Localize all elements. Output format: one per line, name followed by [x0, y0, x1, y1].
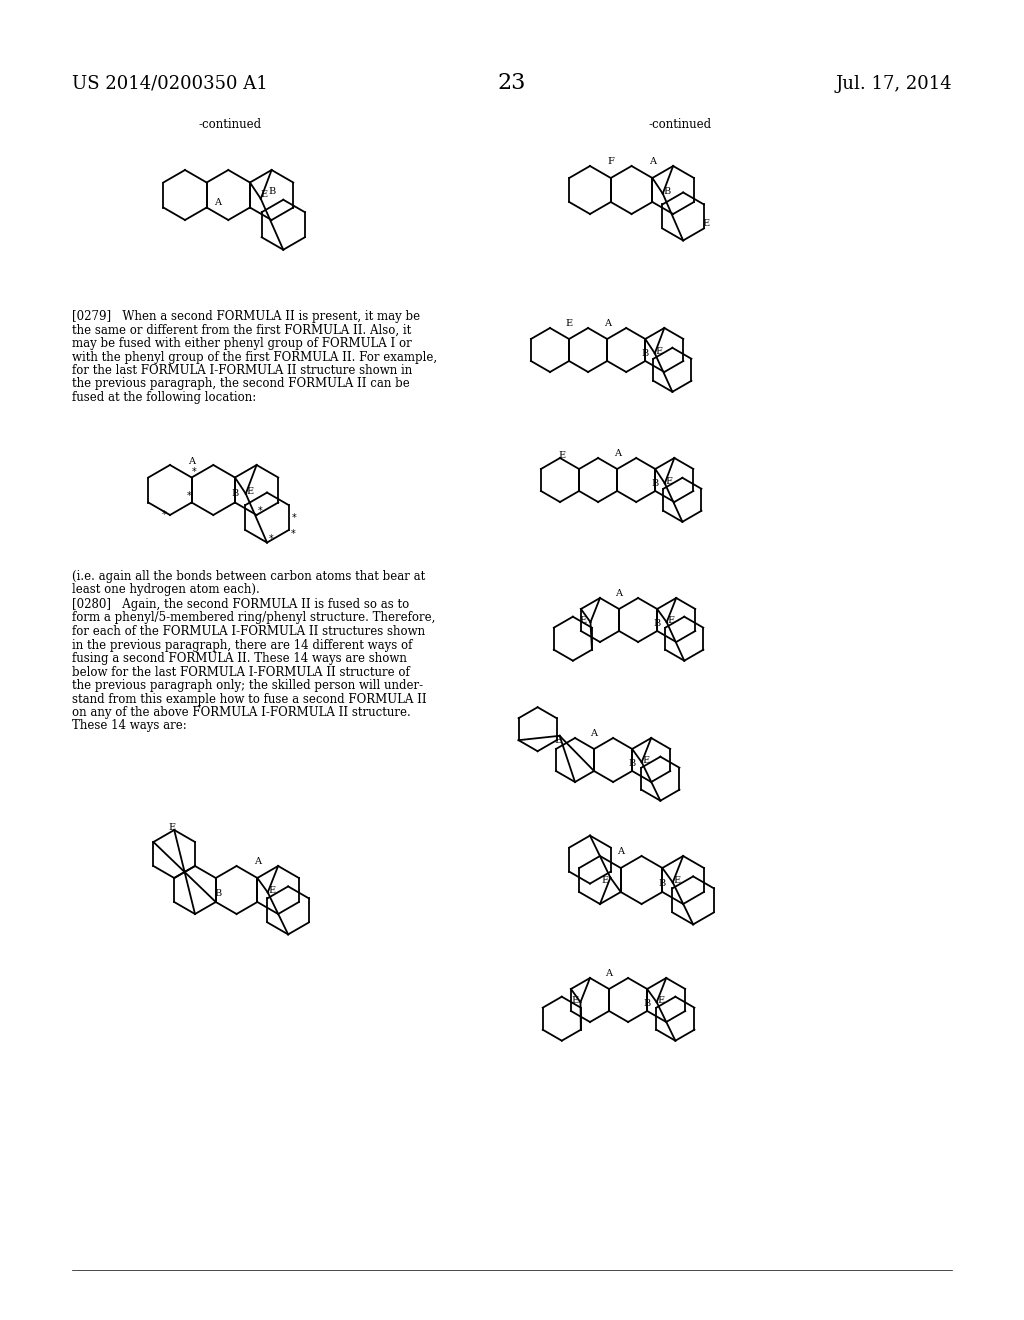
- Text: Jul. 17, 2014: Jul. 17, 2014: [836, 75, 952, 92]
- Text: *: *: [268, 533, 273, 544]
- Text: on any of the above FORMULA I-FORMULA II structure.: on any of the above FORMULA I-FORMULA II…: [72, 706, 411, 719]
- Text: least one hydrogen atom each).: least one hydrogen atom each).: [72, 583, 260, 597]
- Text: E: E: [558, 450, 565, 459]
- Text: -continued: -continued: [648, 117, 712, 131]
- Text: E: E: [673, 876, 680, 884]
- Text: B: B: [268, 186, 275, 195]
- Text: A: A: [613, 450, 621, 458]
- Text: for each of the FORMULA I-FORMULA II structures shown: for each of the FORMULA I-FORMULA II str…: [72, 624, 425, 638]
- Text: may be fused with either phenyl group of FORMULA I or: may be fused with either phenyl group of…: [72, 337, 412, 350]
- Text: E: E: [260, 190, 267, 199]
- Text: *: *: [162, 510, 166, 520]
- Text: the previous paragraph only; the skilled person will under-: the previous paragraph only; the skilled…: [72, 678, 423, 692]
- Text: B: B: [642, 350, 649, 359]
- Text: A: A: [649, 157, 655, 165]
- Text: -continued: -continued: [199, 117, 261, 131]
- Text: B: B: [653, 619, 660, 628]
- Text: B: B: [214, 890, 221, 899]
- Text: A: A: [617, 847, 625, 857]
- Text: B: B: [658, 879, 666, 888]
- Text: F: F: [607, 157, 614, 165]
- Text: B: B: [231, 488, 239, 498]
- Text: A: A: [254, 858, 261, 866]
- Text: US 2014/0200350 A1: US 2014/0200350 A1: [72, 75, 267, 92]
- Text: A: A: [615, 590, 623, 598]
- Text: stand from this example how to fuse a second FORMULA II: stand from this example how to fuse a se…: [72, 693, 427, 705]
- Text: B: B: [629, 759, 636, 768]
- Text: *: *: [186, 491, 191, 502]
- Text: These 14 ways are:: These 14 ways are:: [72, 719, 186, 733]
- Text: E: E: [655, 347, 663, 356]
- Text: E: E: [571, 995, 578, 1005]
- Text: E: E: [667, 615, 674, 624]
- Text: E: E: [565, 319, 572, 329]
- Text: (i.e. again all the bonds between carbon atoms that bear at: (i.e. again all the bonds between carbon…: [72, 570, 425, 583]
- Text: fusing a second FORMULA II. These 14 ways are shown: fusing a second FORMULA II. These 14 way…: [72, 652, 407, 665]
- Text: E: E: [169, 822, 176, 832]
- Text: A: A: [591, 730, 598, 738]
- Text: A: A: [605, 969, 612, 978]
- Text: [0279]   When a second FORMULA II is present, it may be: [0279] When a second FORMULA II is prese…: [72, 310, 420, 323]
- Text: E: E: [666, 477, 673, 486]
- Text: B: B: [643, 999, 651, 1008]
- Text: *: *: [191, 466, 196, 477]
- Text: B: B: [664, 187, 671, 197]
- Text: below for the last FORMULA I-FORMULA II structure of: below for the last FORMULA I-FORMULA II …: [72, 665, 410, 678]
- Text: A: A: [214, 198, 221, 207]
- Text: E: E: [554, 737, 561, 746]
- Text: E: E: [246, 487, 253, 496]
- Text: *: *: [292, 512, 296, 523]
- Text: E: E: [579, 615, 586, 624]
- Text: form a phenyl/5-membered ring/phenyl structure. Therefore,: form a phenyl/5-membered ring/phenyl str…: [72, 611, 435, 624]
- Text: [0280]   Again, the second FORMULA II is fused so as to: [0280] Again, the second FORMULA II is f…: [72, 598, 410, 611]
- Text: fused at the following location:: fused at the following location:: [72, 391, 256, 404]
- Text: *: *: [290, 529, 295, 539]
- Text: in the previous paragraph, there are 14 different ways of: in the previous paragraph, there are 14 …: [72, 639, 413, 652]
- Text: B: B: [651, 479, 658, 488]
- Text: *: *: [258, 506, 263, 516]
- Text: E: E: [268, 886, 275, 895]
- Text: E: E: [602, 876, 609, 886]
- Text: A: A: [604, 319, 610, 329]
- Text: for the last FORMULA I-FORMULA II structure shown in: for the last FORMULA I-FORMULA II struct…: [72, 364, 413, 378]
- Text: A: A: [188, 457, 196, 466]
- Text: the previous paragraph, the second FORMULA II can be: the previous paragraph, the second FORMU…: [72, 378, 410, 391]
- Text: with the phenyl group of the first FORMULA II. For example,: with the phenyl group of the first FORMU…: [72, 351, 437, 363]
- Text: E: E: [642, 755, 649, 764]
- Text: E: E: [657, 995, 665, 1005]
- Text: E: E: [702, 219, 710, 228]
- Text: 23: 23: [498, 73, 526, 94]
- Text: the same or different from the first FORMULA II. Also, it: the same or different from the first FOR…: [72, 323, 412, 337]
